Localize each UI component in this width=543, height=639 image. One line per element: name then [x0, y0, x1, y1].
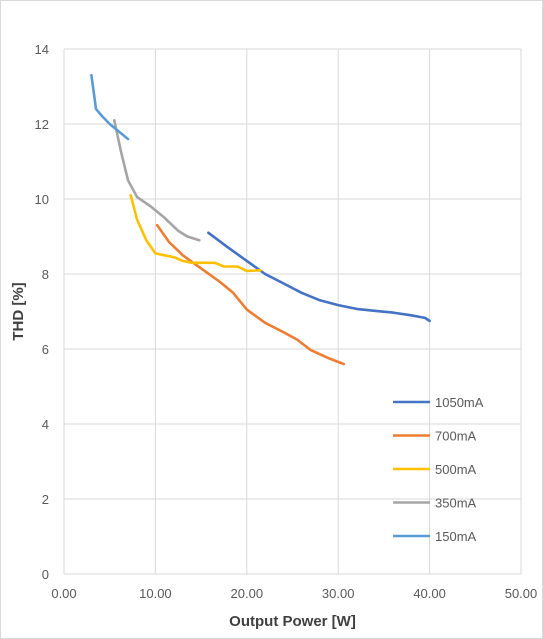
series-line-1050mA: [207, 231, 431, 323]
series-layer: [90, 73, 431, 366]
x-tick-label: 40.00: [413, 586, 446, 601]
legend: 1050mA 700mA 500mA 350mA 150mA: [393, 395, 484, 544]
y-tick-label: 0: [42, 567, 49, 582]
series-line-150mA: [90, 73, 130, 141]
x-tick-label: 50.00: [505, 586, 538, 601]
legend-label: 500mA: [435, 462, 477, 477]
y-tick-label: 10: [35, 192, 49, 207]
y-tick-label: 2: [42, 492, 49, 507]
x-axis-title: Output Power [W]: [229, 613, 356, 630]
x-tick-label: 10.00: [139, 586, 172, 601]
y-tick-label: 4: [42, 417, 49, 432]
x-tick-label: 20.00: [231, 586, 264, 601]
legend-label: 1050mA: [435, 395, 484, 410]
series-line-700mA: [155, 223, 345, 366]
legend-label: 350mA: [435, 496, 477, 511]
y-tick-label: 8: [42, 267, 49, 282]
y-tick-label: 12: [35, 117, 49, 132]
x-tick-label: 0.00: [51, 586, 76, 601]
tick-labels: 0.00 10.00 20.00 30.00 40.00 50.00 0 2 4 6 8 10 12 14: [35, 42, 538, 601]
y-tick-label: 14: [35, 42, 49, 57]
legend-label: 700mA: [435, 429, 477, 444]
y-tick-label: 6: [42, 342, 49, 357]
series-line-350mA: [113, 119, 201, 242]
legend-label: 150mA: [435, 529, 477, 544]
x-tick-label: 30.00: [322, 586, 355, 601]
series-line-500mA: [129, 194, 262, 273]
y-axis-title: THD [%]: [10, 282, 27, 340]
